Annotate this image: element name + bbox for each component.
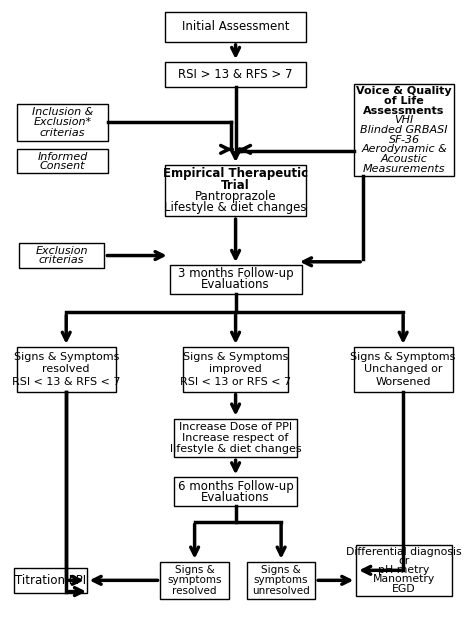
Text: Assessments: Assessments bbox=[364, 106, 445, 116]
Text: Exclusion*: Exclusion* bbox=[34, 118, 91, 128]
Text: Exclusion: Exclusion bbox=[36, 246, 88, 256]
FancyBboxPatch shape bbox=[174, 477, 297, 506]
Text: SF-36: SF-36 bbox=[389, 135, 419, 145]
Text: EGD: EGD bbox=[392, 583, 416, 593]
FancyBboxPatch shape bbox=[356, 545, 452, 596]
FancyBboxPatch shape bbox=[17, 150, 108, 173]
FancyBboxPatch shape bbox=[247, 562, 315, 599]
Text: Informed: Informed bbox=[37, 151, 88, 162]
FancyBboxPatch shape bbox=[17, 347, 116, 392]
Text: of Life: of Life bbox=[384, 96, 424, 106]
FancyBboxPatch shape bbox=[174, 419, 297, 457]
Text: RSI > 13 & RFS > 7: RSI > 13 & RFS > 7 bbox=[178, 68, 293, 81]
Text: Blinded GRBASI: Blinded GRBASI bbox=[360, 125, 448, 135]
Text: improved: improved bbox=[209, 364, 262, 374]
Text: Inclusion &: Inclusion & bbox=[32, 108, 93, 118]
Text: Differential diagnosis: Differential diagnosis bbox=[346, 547, 462, 557]
Text: or: or bbox=[399, 556, 410, 566]
Text: Aerodynamic &: Aerodynamic & bbox=[361, 144, 447, 154]
Text: Manometry: Manometry bbox=[373, 575, 435, 585]
Text: pH metry: pH metry bbox=[378, 565, 430, 575]
Text: Signs & Symptoms: Signs & Symptoms bbox=[350, 352, 456, 362]
FancyBboxPatch shape bbox=[17, 105, 108, 141]
Text: Signs & Symptoms: Signs & Symptoms bbox=[14, 352, 119, 362]
Text: criterias: criterias bbox=[40, 128, 85, 138]
FancyBboxPatch shape bbox=[165, 12, 306, 42]
Text: Evaluations: Evaluations bbox=[201, 491, 270, 504]
Text: resolved: resolved bbox=[43, 364, 90, 374]
Text: Increase Dose of PPI: Increase Dose of PPI bbox=[179, 422, 292, 432]
FancyBboxPatch shape bbox=[19, 243, 104, 268]
Text: Unchanged or: Unchanged or bbox=[364, 364, 442, 374]
FancyBboxPatch shape bbox=[354, 84, 454, 176]
Text: RSI < 13 or RFS < 7: RSI < 13 or RFS < 7 bbox=[180, 377, 291, 387]
Text: RSI < 13 & RFS < 7: RSI < 13 & RFS < 7 bbox=[12, 377, 120, 387]
Text: 6 months Follow-up: 6 months Follow-up bbox=[178, 480, 293, 493]
Text: 3 months Follow-up: 3 months Follow-up bbox=[178, 267, 293, 280]
Text: lifestyle & diet changes: lifestyle & diet changes bbox=[170, 444, 301, 454]
FancyBboxPatch shape bbox=[161, 562, 229, 599]
Text: Measurements: Measurements bbox=[363, 163, 445, 173]
Text: symptoms: symptoms bbox=[254, 575, 309, 585]
Text: Increase respect of: Increase respect of bbox=[182, 433, 289, 443]
Text: Consent: Consent bbox=[40, 161, 85, 171]
Text: VHI: VHI bbox=[394, 115, 414, 125]
FancyBboxPatch shape bbox=[354, 347, 453, 392]
Text: Lifestyle & diet changes: Lifestyle & diet changes bbox=[164, 201, 307, 213]
Text: Signs &: Signs & bbox=[261, 565, 301, 575]
FancyBboxPatch shape bbox=[183, 347, 288, 392]
Text: Titration PPI: Titration PPI bbox=[15, 574, 86, 587]
Text: Acoustic: Acoustic bbox=[381, 154, 428, 164]
FancyBboxPatch shape bbox=[170, 265, 301, 294]
Text: Evaluations: Evaluations bbox=[201, 279, 270, 291]
FancyBboxPatch shape bbox=[165, 62, 306, 87]
Text: Pantroprazole: Pantroprazole bbox=[195, 190, 276, 203]
FancyBboxPatch shape bbox=[14, 568, 87, 593]
Text: Voice & Quality: Voice & Quality bbox=[356, 86, 452, 96]
Text: symptoms: symptoms bbox=[167, 575, 222, 585]
FancyBboxPatch shape bbox=[165, 165, 306, 216]
Text: criterias: criterias bbox=[39, 255, 84, 265]
Text: Signs & Symptoms: Signs & Symptoms bbox=[183, 352, 288, 362]
Text: Initial Assessment: Initial Assessment bbox=[182, 21, 289, 33]
Text: resolved: resolved bbox=[173, 586, 217, 596]
Text: Worsened: Worsened bbox=[375, 377, 431, 387]
Text: Signs &: Signs & bbox=[175, 565, 214, 575]
Text: unresolved: unresolved bbox=[252, 586, 310, 596]
Text: Trial: Trial bbox=[221, 178, 250, 192]
Text: Empirical Therapeutic: Empirical Therapeutic bbox=[163, 167, 308, 180]
